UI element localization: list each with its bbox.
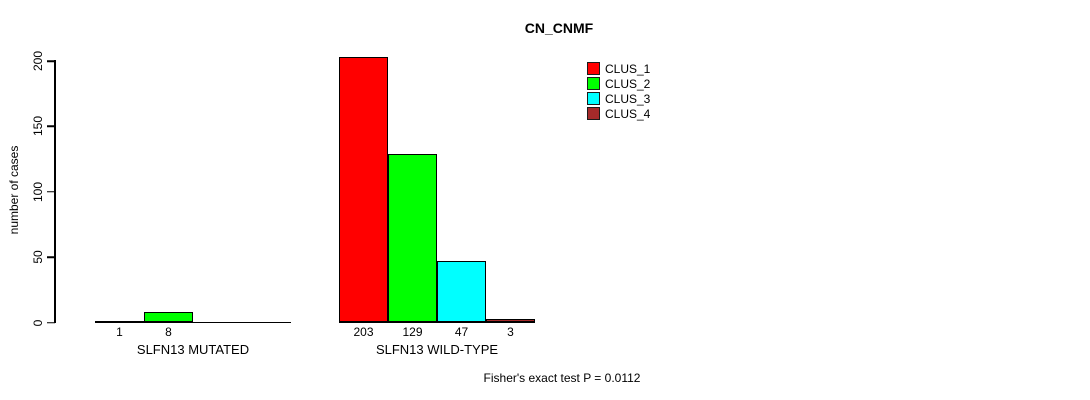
legend-entry: CLUS_4 <box>587 106 651 121</box>
y-axis-tick <box>47 191 55 193</box>
annotation-fisher-test: Fisher's exact test P = 0.0112 <box>483 371 641 385</box>
bar-value-label: 203 <box>353 325 374 339</box>
bar-clus_4 <box>486 318 535 323</box>
legend-label: CLUS_4 <box>605 106 651 121</box>
legend-swatch-icon <box>587 107 600 120</box>
legend: CLUS_1 CLUS_2 CLUS_3 CLUS_4 <box>587 62 650 122</box>
legend-label: CLUS_1 <box>605 61 651 76</box>
bar-clus_1 <box>95 320 144 323</box>
legend-entry: CLUS_2 <box>587 76 651 91</box>
bar-value-label: 47 <box>454 325 469 339</box>
y-axis-tick-label: 0 <box>31 319 45 326</box>
legend-entry: CLUS_3 <box>587 91 651 106</box>
y-axis-tick <box>47 125 55 128</box>
chart-title: CN_CNMF <box>524 20 594 36</box>
y-axis-label: number of cases <box>7 145 21 235</box>
bar-value-label: 1 <box>116 325 123 339</box>
y-axis-tick-label: 200 <box>31 50 45 72</box>
bar-value-label: 8 <box>165 325 172 339</box>
legend-entry: CLUS_1 <box>587 61 651 76</box>
bar-clus_3 <box>437 261 486 323</box>
legend-swatch-icon <box>587 62 600 75</box>
y-axis-tick-label: 100 <box>31 181 45 202</box>
bar-value-label: 129 <box>402 325 423 339</box>
x-category-label: SLFN13 WILD-TYPE <box>375 342 499 357</box>
bar-clus_1 <box>339 57 388 323</box>
y-axis-tick-label: 50 <box>31 250 45 264</box>
group-baseline <box>95 321 291 323</box>
legend-label: CLUS_2 <box>605 76 651 91</box>
y-axis-tick-label: 150 <box>31 116 45 137</box>
y-axis-tick <box>47 60 55 62</box>
x-category-label: SLFN13 MUTATED <box>136 342 250 357</box>
y-axis-tick <box>47 321 55 324</box>
y-axis-tick <box>47 256 55 258</box>
bar-clus_2 <box>144 312 193 323</box>
bar-value-label: 3 <box>507 325 514 339</box>
legend-swatch-icon <box>587 77 600 90</box>
bar-clus_2 <box>388 153 437 323</box>
legend-swatch-icon <box>587 92 600 105</box>
legend-label: CLUS_3 <box>605 91 651 106</box>
